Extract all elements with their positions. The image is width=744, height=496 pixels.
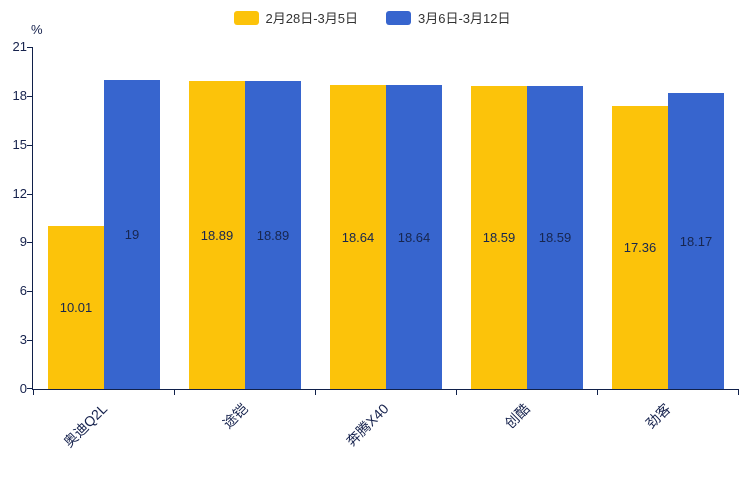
bar: 19 [104, 80, 160, 389]
x-axis-label: 劲客 [642, 400, 674, 432]
plot-area: 0 3 6 9 12 15 18 21 10.01 19 奥迪Q2L 18.89 18.89 途铠 18.6… [13, 39, 739, 450]
bar: 17.36 [612, 106, 668, 389]
y-tick-mark [27, 47, 33, 48]
y-tick-mark [27, 95, 33, 97]
bar-value-label: 18.89 [256, 227, 290, 243]
bar: 18.89 [245, 81, 301, 389]
y-tick-mark [27, 291, 33, 293]
bar: 18.64 [330, 85, 386, 389]
x-tick-mark [174, 389, 175, 395]
x-tick-mark [456, 389, 457, 395]
legend-swatch [233, 10, 259, 25]
y-axis-unit: % [31, 22, 43, 37]
bar-value-label: 17.36 [623, 240, 657, 255]
y-tick-mark [27, 340, 33, 342]
legend-swatch [386, 10, 411, 25]
bar-value-label: 18.64 [341, 229, 375, 245]
y-tick-label: 21 [12, 39, 27, 54]
x-axis-label: 创酷 [501, 400, 533, 432]
y-tick-label: 12 [12, 185, 27, 201]
y-tick-label: 3 [19, 332, 27, 348]
y-tick-mark [27, 193, 33, 195]
x-tick-mark [597, 389, 598, 395]
y-tick-label: 6 [19, 283, 27, 299]
bar: 18.89 [189, 81, 245, 389]
bar: 18.64 [386, 85, 442, 389]
legend-label: 2月28日-3月5日 [265, 11, 358, 26]
y-tick-mark [27, 388, 33, 389]
bar-value-label: 10.01 [59, 300, 93, 315]
bar-value-label: 18.59 [538, 230, 572, 245]
x-tick-mark [738, 389, 739, 395]
bar-value-label: 18.59 [482, 230, 516, 245]
y-tick-mark [27, 144, 33, 146]
x-axis-label: 途铠 [219, 400, 251, 432]
y-tick-label: 18 [12, 87, 27, 103]
bar-value-label: 18.64 [397, 229, 431, 245]
bar-value-label: 19 [124, 227, 140, 242]
bar-value-label: 18.17 [679, 233, 713, 249]
bar: 18.59 [527, 86, 583, 389]
x-axis-label: 奥迪Q2L [59, 400, 110, 451]
x-tick-mark [315, 389, 316, 395]
bar: 10.01 [48, 226, 104, 389]
bar: 18.17 [668, 93, 724, 389]
bar-value-label: 18.89 [200, 227, 234, 243]
legend-item[interactable]: 2月28日-3月5日 [233, 8, 358, 27]
legend: 2月28日-3月5日 3月6日-3月12日 [0, 8, 744, 27]
y-tick-label: 0 [19, 381, 27, 396]
y-tick-label: 15 [12, 136, 27, 152]
legend-label: 3月6日-3月12日 [418, 11, 511, 26]
legend-item[interactable]: 3月6日-3月12日 [386, 8, 510, 27]
x-axis-label: 奔腾X40 [342, 400, 392, 450]
bar: 18.59 [471, 86, 527, 389]
y-tick-label: 9 [19, 234, 27, 250]
x-tick-mark [33, 389, 34, 395]
y-tick-mark [27, 242, 33, 244]
